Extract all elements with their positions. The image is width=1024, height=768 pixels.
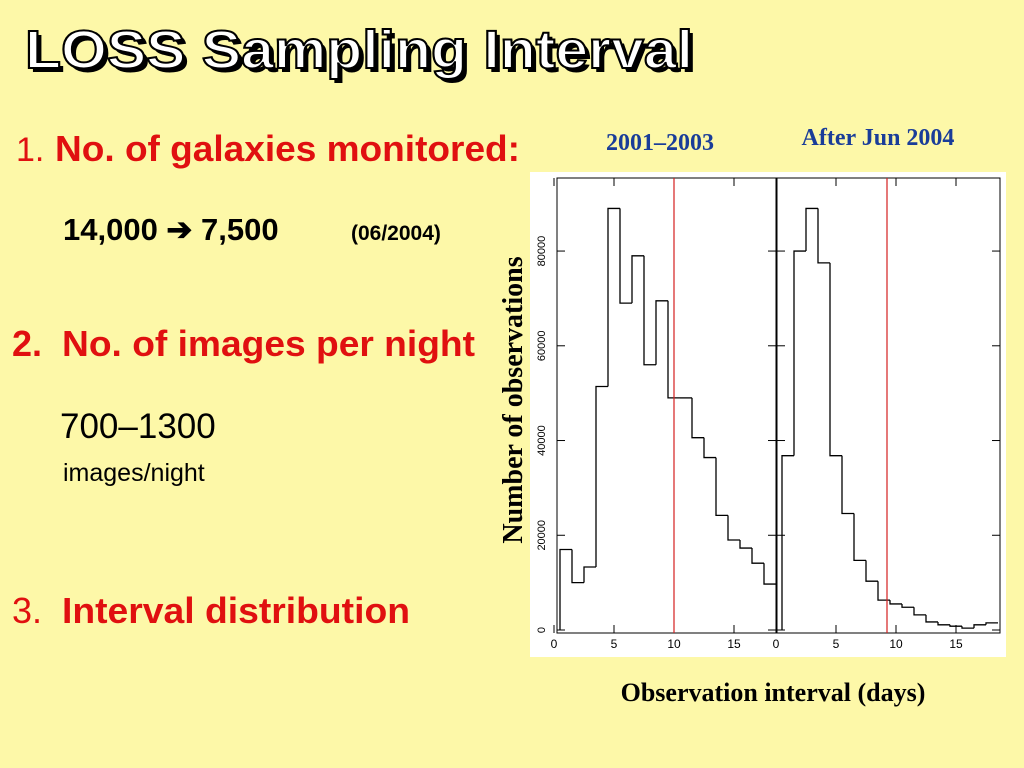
item-number: 2. (12, 323, 42, 364)
y-axis-label: Number of observations (498, 256, 529, 543)
histogram-bar (607, 207, 620, 387)
chart-title: After Jun 2004 (802, 125, 955, 151)
item-number: 1. (16, 131, 44, 169)
y-tick-label: 80000 (536, 236, 548, 267)
slide-title: LOSS Sampling Interval (25, 20, 693, 80)
histogram-bar (655, 300, 668, 365)
histogram-bar (781, 455, 794, 630)
plot-frame (556, 177, 777, 634)
item-detail-note: (06/2004) (351, 222, 441, 245)
histogram-bar (973, 624, 986, 629)
x-tick-label: 0 (773, 637, 780, 651)
histogram-bar (631, 255, 644, 304)
y-tick-label: 60000 (536, 330, 548, 361)
histogram-bar (571, 549, 584, 584)
histogram-bar (751, 548, 764, 564)
histogram-bar (829, 262, 842, 457)
histogram-bar (667, 300, 680, 399)
item-heading: No. of images per night (62, 323, 475, 364)
x-tick-label: 15 (727, 637, 741, 651)
histogram-bar (793, 250, 806, 456)
histogram-bar (703, 437, 716, 459)
histogram-bar (901, 603, 914, 608)
histogram-bar (583, 566, 596, 583)
histogram-bar (727, 515, 740, 541)
histogram-bar (763, 563, 776, 585)
histogram-bar (595, 385, 608, 567)
y-tick-label: 20000 (536, 520, 548, 551)
y-tick-label: 0 (536, 627, 548, 633)
x-tick-label: 15 (949, 637, 963, 651)
histogram-bar (559, 548, 572, 630)
histogram-bar (949, 624, 962, 627)
x-tick-label: 10 (667, 637, 681, 651)
histogram-bar (853, 513, 866, 562)
x-tick-label: 10 (889, 637, 903, 651)
x-axis-label: Observation interval (days) (621, 678, 926, 707)
histogram-bar (817, 208, 830, 264)
plot-frame (776, 177, 1001, 634)
item-heading: No. of galaxies monitored: (55, 128, 520, 169)
histogram-bar (877, 581, 890, 601)
item-detail: 700–1300 (60, 407, 216, 446)
item-detail: 14,000 ➔ 7,500 (63, 212, 279, 247)
histogram-bar (913, 607, 926, 616)
histogram-bar (889, 600, 902, 605)
histogram-bar (715, 457, 728, 517)
chart-title: 2001–2003 (606, 130, 714, 156)
histogram-bar (985, 622, 998, 625)
histogram-bar (937, 621, 950, 626)
item-number: 3. (12, 590, 42, 631)
histogram-bar (925, 614, 938, 623)
chart-panel (530, 172, 1006, 657)
histogram-bar (643, 255, 656, 366)
histogram-bar (619, 208, 632, 304)
histogram-bar (865, 560, 878, 582)
y-tick-label: 40000 (536, 425, 548, 456)
title-shadow: LOSS Sampling Interval (29, 24, 697, 84)
histogram-bar (961, 626, 974, 629)
item-heading: Interval distribution (62, 590, 410, 631)
x-tick-label: 5 (833, 637, 840, 651)
histogram-bar (805, 207, 818, 252)
x-tick-label: 5 (611, 637, 618, 651)
x-tick-label: 0 (551, 637, 558, 651)
histogram-bar (739, 540, 752, 549)
histogram-bar (841, 455, 854, 515)
histogram-bar (691, 397, 704, 439)
item-detail-note: images/night (63, 459, 205, 487)
